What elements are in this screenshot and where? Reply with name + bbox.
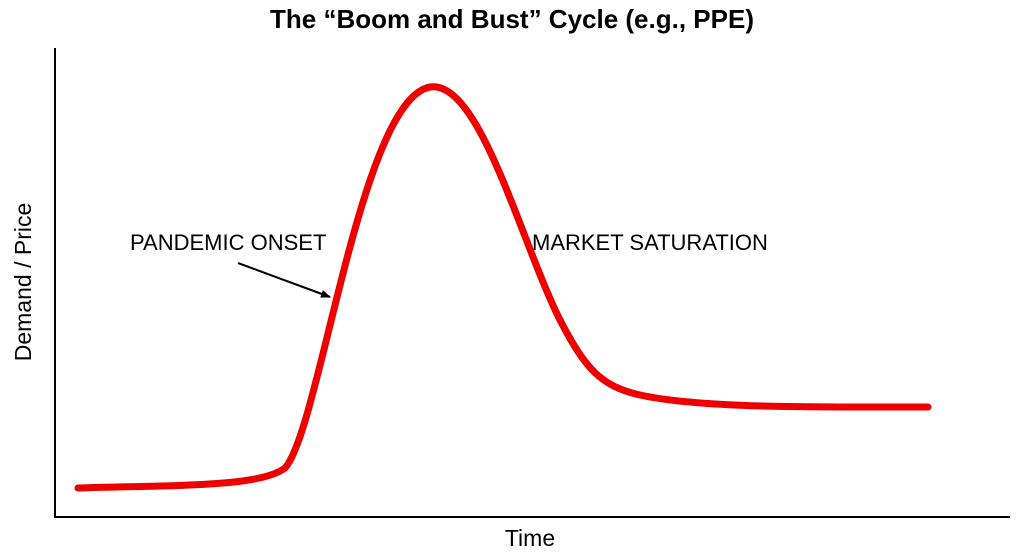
cycle-curve — [74, 83, 932, 492]
annotation: MARKET SATURATION — [532, 230, 768, 255]
title: The “Boom and Bust” Cycle (e.g., PPE) — [270, 4, 754, 34]
x-axis-label: Time — [505, 525, 555, 551]
annotation-arrow — [237, 262, 331, 298]
y-axis-label: Demand / Price — [10, 203, 36, 362]
annotation: PANDEMIC ONSET — [130, 230, 326, 255]
